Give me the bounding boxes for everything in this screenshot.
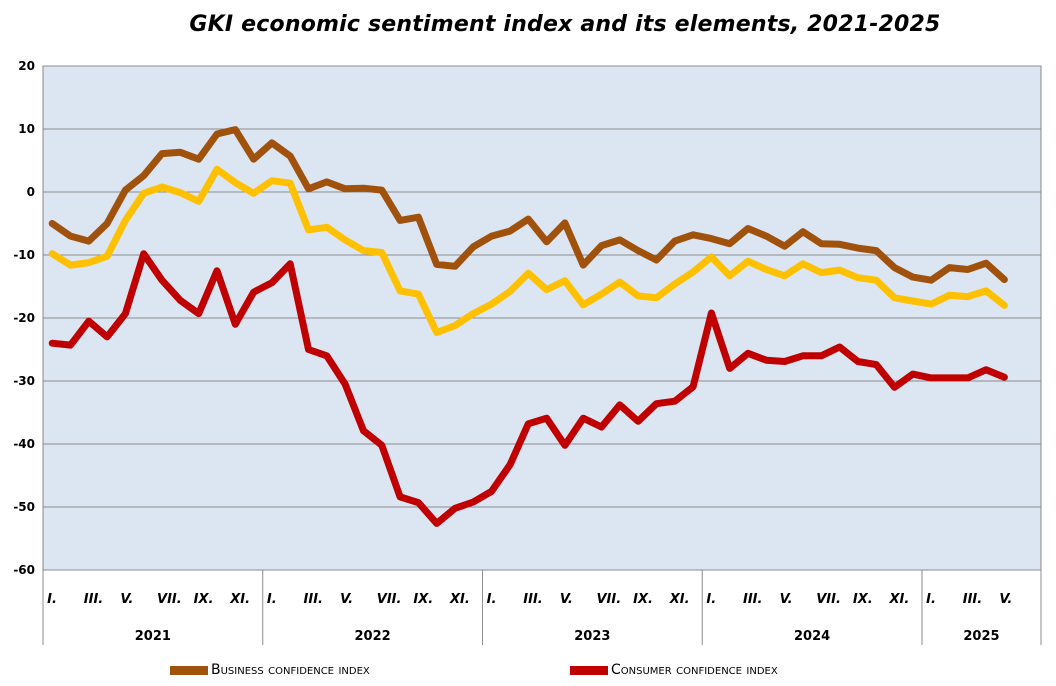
x-month-label: V. bbox=[560, 592, 573, 607]
x-month-label: IX. bbox=[413, 592, 433, 607]
x-month-label: III. bbox=[304, 592, 323, 607]
x-year-label: 2025 bbox=[963, 629, 999, 644]
chart-title: GKI economic sentiment index and its ele… bbox=[189, 12, 941, 37]
x-month-label: VII. bbox=[597, 592, 622, 607]
x-year-label: 2024 bbox=[794, 629, 830, 644]
x-month-label: XI. bbox=[449, 592, 470, 607]
y-tick-label: -20 bbox=[13, 311, 35, 325]
x-month-label: VII. bbox=[157, 592, 182, 607]
legend-business: Business confidence index bbox=[170, 662, 370, 678]
x-month-label: V. bbox=[340, 592, 353, 607]
x-month-label: I. bbox=[926, 592, 936, 607]
x-month-label: V. bbox=[120, 592, 133, 607]
x-month-label: VII. bbox=[816, 592, 841, 607]
x-month-label: IX. bbox=[633, 592, 653, 607]
x-month-label: III. bbox=[84, 592, 103, 607]
x-month-label: XI. bbox=[889, 592, 910, 607]
x-year-label: 2021 bbox=[135, 629, 171, 644]
y-tick-label: -60 bbox=[13, 563, 35, 577]
legend-consumer: Consumer confidence index bbox=[570, 662, 778, 678]
x-month-label: III. bbox=[963, 592, 982, 607]
y-tick-label: 20 bbox=[18, 59, 35, 73]
x-month-label: I. bbox=[487, 592, 497, 607]
x-month-label: IX. bbox=[194, 592, 214, 607]
y-tick-label: -30 bbox=[13, 374, 35, 388]
y-tick-label: -10 bbox=[13, 248, 35, 262]
economic-sentiment-line bbox=[48, 165, 1008, 336]
x-month-label: XI. bbox=[669, 592, 690, 607]
x-month-label: IX. bbox=[853, 592, 873, 607]
y-tick-label: -50 bbox=[13, 500, 35, 514]
x-year-label: 2022 bbox=[355, 629, 391, 644]
x-month-label: I. bbox=[706, 592, 716, 607]
legend-business-swatch bbox=[170, 665, 208, 675]
x-month-label: V. bbox=[999, 592, 1012, 607]
x-month-label: I. bbox=[267, 592, 277, 607]
legend-consumer-swatch bbox=[570, 665, 608, 675]
legend-business-label: Business confidence index bbox=[211, 662, 370, 678]
x-year-label: 2023 bbox=[574, 629, 610, 644]
business-confidence-line bbox=[48, 126, 1008, 284]
y-tick-label: 10 bbox=[18, 122, 35, 136]
legend-consumer-label: Consumer confidence index bbox=[611, 662, 778, 678]
x-month-label: I. bbox=[47, 592, 57, 607]
x-month-label: III. bbox=[743, 592, 762, 607]
x-month-label: III. bbox=[523, 592, 542, 607]
consumer-confidence-line bbox=[48, 250, 1008, 527]
x-month-label: VII. bbox=[377, 592, 402, 607]
x-month-label: XI. bbox=[229, 592, 250, 607]
x-month-label: V. bbox=[780, 592, 793, 607]
y-tick-label: 0 bbox=[27, 185, 35, 199]
y-tick-label: -40 bbox=[13, 437, 35, 451]
